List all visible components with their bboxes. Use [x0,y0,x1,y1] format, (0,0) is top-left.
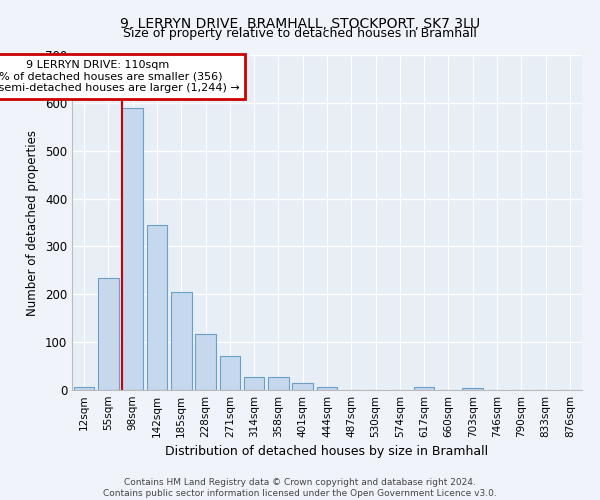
Bar [317,386,337,390]
Bar [146,225,167,390]
Bar [171,292,191,390]
X-axis label: Distribution of detached houses by size in Bramhall: Distribution of detached houses by size … [166,446,488,458]
Y-axis label: Number of detached properties: Number of detached properties [26,130,40,316]
Text: Size of property relative to detached houses in Bramhall: Size of property relative to detached ho… [123,28,477,40]
Text: Contains HM Land Registry data © Crown copyright and database right 2024.
Contai: Contains HM Land Registry data © Crown c… [103,478,497,498]
Bar [74,386,94,390]
Bar [292,384,313,390]
Text: 9, LERRYN DRIVE, BRAMHALL, STOCKPORT, SK7 3LU: 9, LERRYN DRIVE, BRAMHALL, STOCKPORT, SK… [120,18,480,32]
Bar [122,108,143,390]
Text: 9 LERRYN DRIVE: 110sqm
← 22% of detached houses are smaller (356)
77% of semi-de: 9 LERRYN DRIVE: 110sqm ← 22% of detached… [0,60,239,93]
Bar [195,334,216,390]
Bar [220,356,240,390]
Bar [244,377,265,390]
Bar [98,278,119,390]
Bar [414,386,434,390]
Bar [463,388,483,390]
Bar [268,377,289,390]
